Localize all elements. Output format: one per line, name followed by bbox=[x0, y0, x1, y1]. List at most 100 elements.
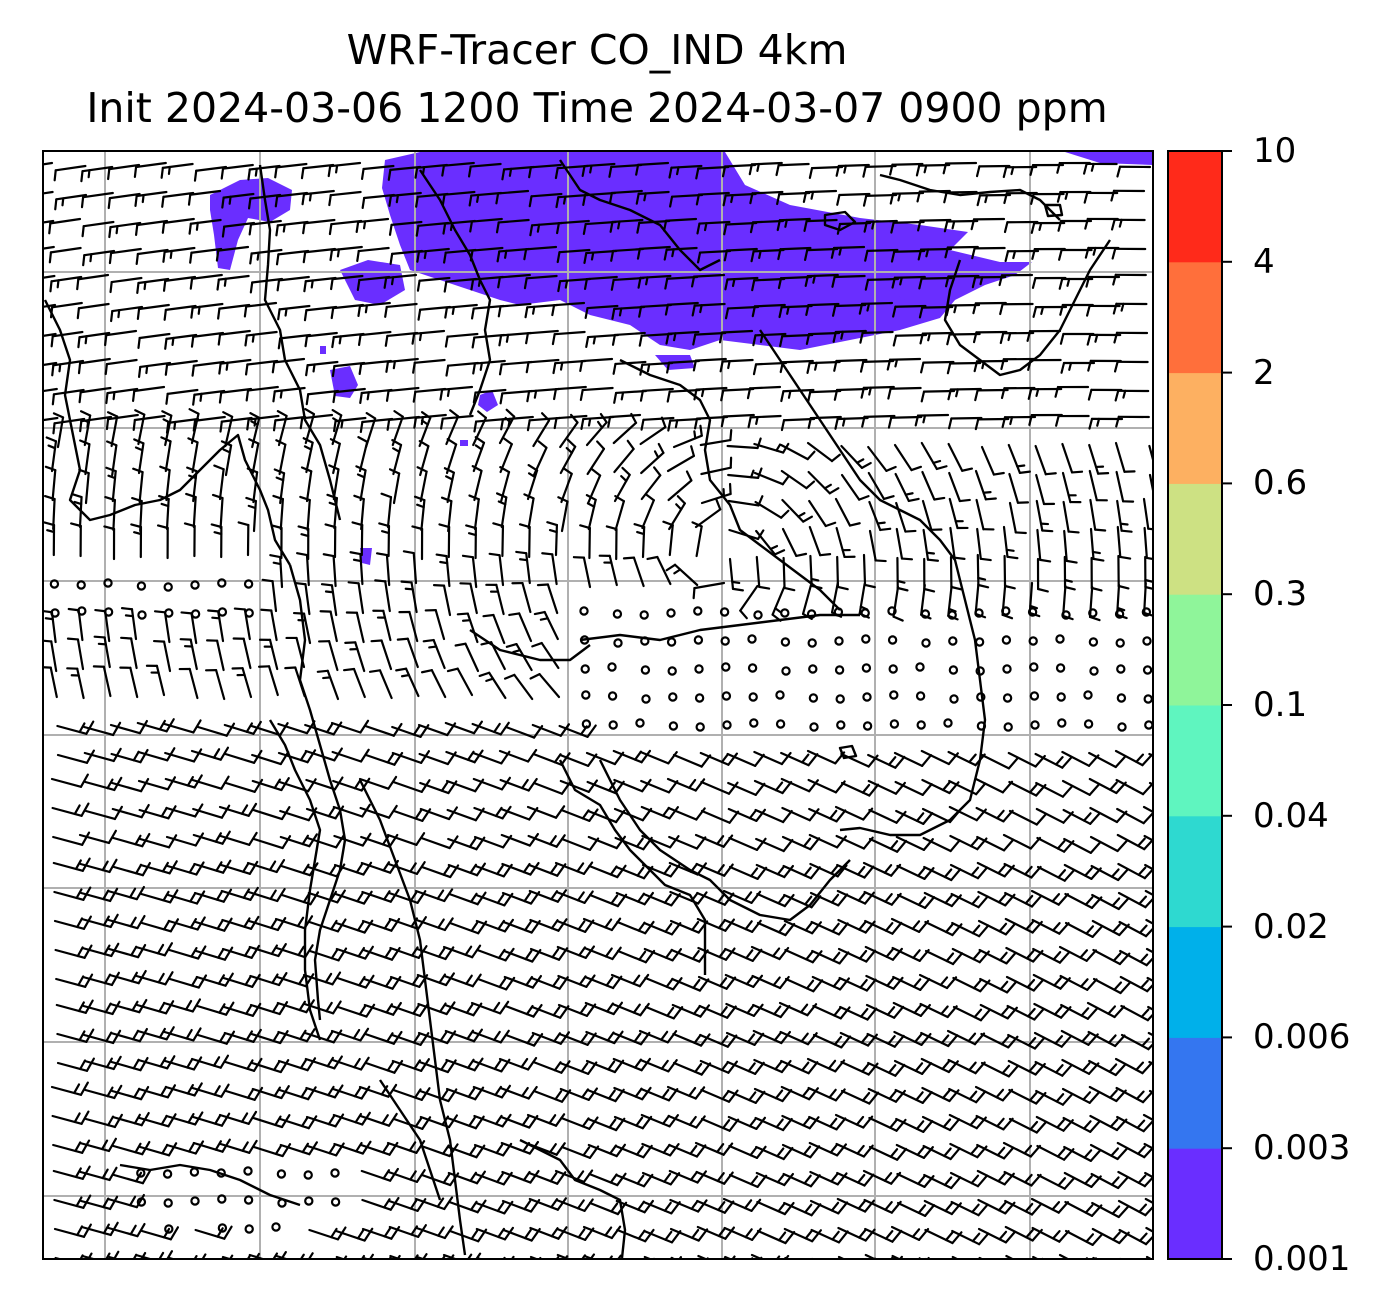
wind-barb bbox=[637, 274, 672, 289]
calm-wind-circle bbox=[667, 666, 677, 676]
wind-barb bbox=[523, 493, 535, 530]
wind-barb bbox=[1088, 751, 1127, 769]
wind-barb bbox=[1090, 864, 1129, 882]
wind-barb bbox=[559, 779, 599, 793]
wind-barb bbox=[78, 386, 112, 404]
wind-barb bbox=[834, 416, 869, 430]
wind-barb bbox=[441, 161, 475, 177]
wind-barb bbox=[163, 719, 202, 734]
wind-barb bbox=[803, 247, 839, 261]
wind-barb bbox=[859, 359, 895, 373]
wind-barb bbox=[780, 388, 815, 403]
wind-barb bbox=[232, 637, 252, 670]
wind-barb bbox=[355, 465, 367, 502]
wind-barb bbox=[893, 751, 933, 767]
wind-barb bbox=[662, 520, 674, 557]
wind-barb bbox=[560, 467, 573, 504]
wind-barb bbox=[641, 1142, 680, 1157]
calm-wind-circle bbox=[608, 720, 618, 730]
colorbar-bin bbox=[1168, 483, 1222, 595]
wind-barb bbox=[84, 805, 123, 821]
wind-barb bbox=[726, 437, 762, 450]
colorbar-bin bbox=[1168, 926, 1222, 1038]
calm-wind-circle bbox=[1029, 691, 1040, 701]
wind-barb bbox=[92, 665, 112, 698]
wind-barb bbox=[387, 861, 426, 875]
wind-barb bbox=[951, 921, 990, 938]
wind-barb bbox=[1008, 809, 1048, 826]
wind-barb bbox=[43, 219, 55, 224]
wind-barb bbox=[470, 1000, 510, 1015]
wind-barb bbox=[755, 555, 771, 590]
wind-barb bbox=[1110, 189, 1146, 202]
wind-barb bbox=[1143, 834, 1153, 842]
wind-barb bbox=[51, 1110, 90, 1125]
wind-barb bbox=[777, 275, 813, 290]
wind-barb bbox=[1110, 218, 1146, 231]
wind-barb bbox=[972, 330, 1008, 344]
wind-barb bbox=[891, 275, 926, 289]
wind-barb bbox=[923, 1173, 962, 1190]
wind-barb bbox=[728, 1144, 767, 1159]
wind-barb bbox=[303, 276, 337, 293]
wind-barb bbox=[585, 494, 597, 531]
wind-barb bbox=[518, 523, 531, 559]
calm-wind-circle bbox=[1088, 637, 1099, 647]
wind-barb bbox=[345, 611, 365, 644]
wind-barb bbox=[806, 360, 841, 374]
wind-barb bbox=[412, 387, 447, 403]
wind-barb bbox=[780, 417, 816, 432]
wind-barb bbox=[694, 498, 722, 529]
wind-barb bbox=[976, 1143, 1015, 1160]
wind-barb bbox=[515, 550, 531, 585]
wind-barb bbox=[754, 1116, 793, 1132]
wind-barb bbox=[443, 277, 478, 293]
wind-barb bbox=[1059, 332, 1095, 345]
colorbar-tick-label: 10 bbox=[1253, 131, 1297, 171]
wind-barb bbox=[532, 412, 551, 448]
calm-wind-circle bbox=[835, 694, 845, 704]
wind-barb bbox=[805, 331, 841, 345]
wind-barb bbox=[640, 416, 675, 431]
wind-barb bbox=[666, 445, 696, 473]
wind-barb bbox=[555, 890, 594, 904]
border-thailand-cambodia bbox=[579, 613, 860, 642]
wind-barb bbox=[1113, 331, 1149, 344]
wind-barb bbox=[640, 1113, 680, 1128]
wind-barb bbox=[327, 161, 362, 178]
calm-wind-circle bbox=[243, 579, 254, 589]
calm-wind-circle bbox=[916, 720, 926, 730]
wind-barb bbox=[342, 667, 366, 699]
wind-barb bbox=[472, 410, 487, 447]
wind-barb bbox=[1063, 555, 1076, 591]
wind-barb bbox=[695, 165, 730, 180]
wind-barb bbox=[1142, 805, 1153, 814]
wind-barb bbox=[134, 409, 146, 446]
wind-barb bbox=[424, 609, 446, 641]
calm-wind-circle bbox=[136, 1197, 147, 1207]
wind-barb bbox=[806, 389, 842, 403]
wind-barb bbox=[51, 359, 85, 377]
calm-wind-circle bbox=[861, 634, 871, 644]
wind-barb bbox=[553, 414, 588, 430]
wind-barb bbox=[485, 583, 505, 616]
wind-barb bbox=[864, 919, 903, 935]
wind-barb bbox=[237, 521, 250, 557]
wind-barb bbox=[835, 526, 856, 559]
wind-barb bbox=[213, 464, 225, 501]
wind-barb bbox=[250, 722, 289, 737]
wind-barb bbox=[692, 357, 727, 372]
calm-wind-circle bbox=[580, 664, 590, 674]
wind-barb bbox=[613, 1086, 652, 1101]
wind-barb bbox=[808, 1115, 847, 1131]
calm-wind-circle bbox=[271, 1222, 281, 1232]
calm-wind-circle bbox=[1055, 634, 1065, 644]
wind-barb bbox=[66, 637, 85, 671]
wind-barb bbox=[950, 892, 989, 909]
wind-barb bbox=[541, 552, 558, 586]
wind-barb bbox=[807, 470, 840, 495]
calm-wind-circle bbox=[162, 1169, 173, 1179]
calm-wind-circle bbox=[861, 663, 872, 673]
wind-barb bbox=[1036, 528, 1052, 563]
wind-barb bbox=[719, 358, 754, 373]
